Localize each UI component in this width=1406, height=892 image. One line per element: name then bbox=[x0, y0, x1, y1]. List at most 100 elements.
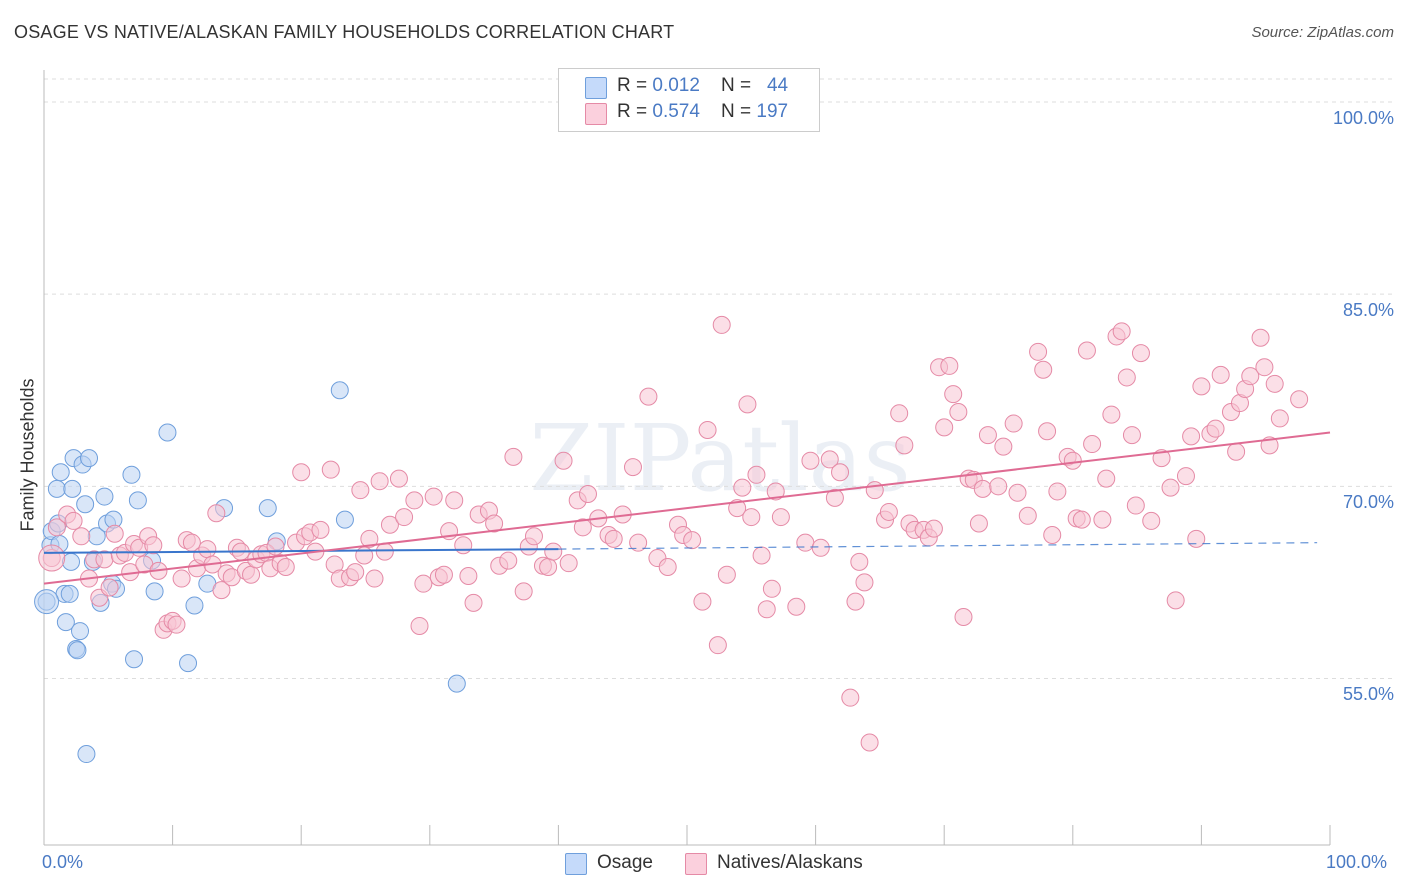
native-point bbox=[1004, 414, 1023, 433]
native-point bbox=[1122, 426, 1141, 445]
osage-point bbox=[56, 613, 75, 632]
native-point bbox=[940, 356, 959, 375]
native-point bbox=[573, 518, 592, 537]
legend-swatch-natives-alaskans bbox=[685, 853, 707, 875]
native-point bbox=[728, 499, 747, 518]
native-point bbox=[693, 592, 712, 611]
y-tick-label: 55.0% bbox=[1342, 684, 1394, 705]
native-point bbox=[365, 569, 384, 588]
native-point bbox=[311, 520, 330, 539]
stats-n-value: 197 bbox=[756, 101, 789, 122]
y-tick-label: 85.0% bbox=[1342, 300, 1394, 321]
native-point bbox=[1265, 374, 1284, 393]
osage-point bbox=[335, 510, 354, 529]
native-point bbox=[935, 418, 954, 437]
source-credit: Source: ZipAtlas.com bbox=[1251, 24, 1394, 41]
native-point bbox=[969, 514, 988, 533]
native-point bbox=[1097, 469, 1116, 488]
native-point bbox=[1131, 344, 1150, 363]
legend-label-osage: Osage bbox=[597, 852, 653, 873]
native-point bbox=[212, 581, 231, 600]
native-point bbox=[879, 502, 898, 521]
osage-point bbox=[68, 641, 87, 660]
native-point bbox=[698, 420, 717, 439]
native-point bbox=[1152, 449, 1171, 468]
osage-point bbox=[128, 491, 147, 510]
native-point bbox=[623, 458, 642, 477]
native-point bbox=[207, 504, 226, 523]
native-point bbox=[72, 527, 91, 546]
native-point bbox=[414, 574, 433, 593]
y-axis-title: Family Households bbox=[17, 378, 38, 532]
native-point bbox=[973, 479, 992, 498]
native-point bbox=[890, 404, 909, 423]
native-point bbox=[796, 533, 815, 552]
native-point bbox=[464, 593, 483, 612]
native-point bbox=[410, 616, 429, 635]
native-point bbox=[370, 472, 389, 491]
native-point bbox=[100, 578, 119, 597]
osage-point bbox=[122, 465, 141, 484]
native-point bbox=[850, 552, 869, 571]
osage-point bbox=[258, 499, 277, 518]
native-point bbox=[954, 607, 973, 626]
native-point bbox=[554, 451, 573, 470]
native-point bbox=[504, 447, 523, 466]
native-point bbox=[514, 582, 533, 601]
native-point bbox=[944, 385, 963, 404]
native-point bbox=[841, 688, 860, 707]
native-point bbox=[683, 531, 702, 550]
stats-swatch-native bbox=[585, 103, 607, 125]
native-point bbox=[1048, 482, 1067, 501]
native-point bbox=[978, 426, 997, 445]
trend-line-osage-extension bbox=[558, 542, 1318, 550]
native-point bbox=[375, 542, 394, 561]
native-point bbox=[424, 487, 443, 506]
native-point bbox=[167, 615, 186, 634]
native-point bbox=[747, 465, 766, 484]
native-point bbox=[360, 529, 379, 548]
native-point bbox=[380, 515, 399, 534]
native-point bbox=[1211, 365, 1230, 384]
native-point bbox=[801, 451, 820, 470]
native-point bbox=[1029, 342, 1048, 361]
native-point bbox=[738, 395, 757, 414]
osage-point bbox=[179, 654, 198, 673]
native-point bbox=[1255, 358, 1274, 377]
native-point bbox=[1290, 390, 1309, 409]
native-point bbox=[1102, 405, 1121, 424]
native-point bbox=[811, 538, 830, 557]
native-point bbox=[434, 565, 453, 584]
native-point bbox=[578, 485, 597, 504]
native-point bbox=[276, 558, 295, 577]
native-point bbox=[445, 491, 464, 510]
osage-point bbox=[47, 479, 66, 498]
osage-point bbox=[145, 582, 164, 601]
native-point bbox=[860, 733, 879, 752]
native-point bbox=[771, 508, 790, 527]
native-point bbox=[1227, 442, 1246, 461]
native-point bbox=[499, 551, 518, 570]
native-point bbox=[766, 482, 785, 501]
osage-point bbox=[447, 674, 466, 693]
osage-point bbox=[125, 650, 144, 669]
native-point bbox=[144, 536, 163, 555]
native-point bbox=[454, 536, 473, 555]
stats-r-label: R = bbox=[617, 101, 653, 122]
osage-point bbox=[60, 584, 79, 603]
x-tick-label: 0.0% bbox=[42, 852, 84, 872]
native-point bbox=[559, 554, 578, 573]
native-point bbox=[1206, 419, 1225, 438]
native-point bbox=[924, 519, 943, 538]
native-point bbox=[47, 518, 66, 537]
native-point bbox=[994, 437, 1013, 456]
native-point bbox=[1176, 467, 1195, 486]
native-point bbox=[989, 477, 1008, 496]
trend-line-osage bbox=[43, 548, 559, 554]
osage-point bbox=[71, 622, 90, 641]
native-point bbox=[1112, 322, 1131, 341]
stats-swatch-osage bbox=[585, 77, 607, 99]
stats-n-value: 44 bbox=[766, 75, 789, 96]
native-point bbox=[1077, 341, 1096, 360]
osage-point bbox=[185, 596, 204, 615]
